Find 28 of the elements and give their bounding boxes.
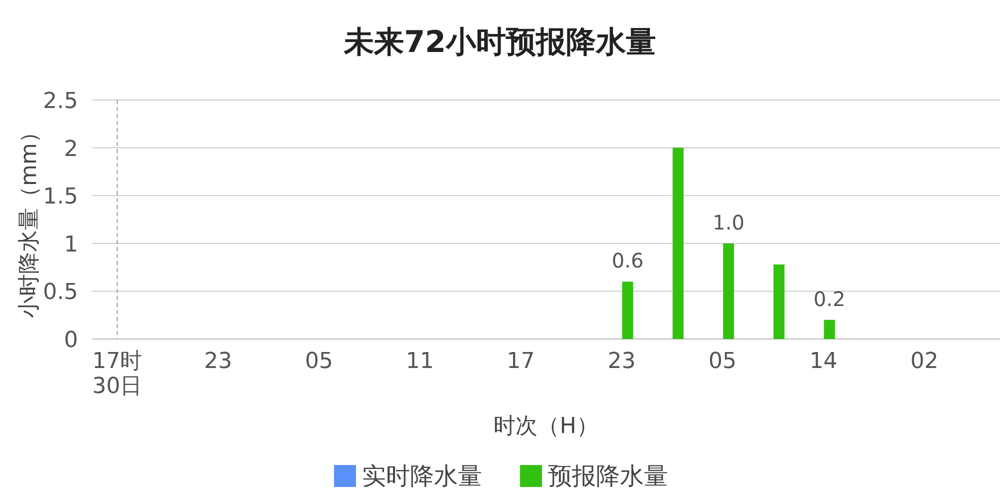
x-tick-label: 17 — [506, 349, 535, 374]
y-axis-title: 小时降水量（mm） — [17, 121, 42, 318]
data-label: 1.0 — [712, 210, 744, 234]
y-tick-label: 0.5 — [43, 280, 78, 306]
data-label: 0.6 — [612, 248, 644, 273]
chart-title: 未来72小时预报降水量 — [343, 25, 656, 60]
bar — [774, 264, 784, 339]
y-tick-label: 1 — [64, 232, 78, 258]
x-tick-label: 23 — [608, 349, 636, 374]
bar — [824, 320, 835, 339]
x-axis-title: 时次（H） — [494, 414, 598, 439]
x-tick-label: 17时 30日 — [92, 349, 142, 399]
y-tick-label: 2 — [64, 136, 78, 162]
x-tick-label: 02 — [910, 349, 938, 374]
x-tick-label: 23 — [204, 349, 232, 374]
bar — [723, 243, 734, 339]
data-label: 0.2 — [814, 286, 846, 311]
x-tick-label: 05 — [708, 349, 737, 374]
y-tick-label: 1.5 — [43, 184, 78, 210]
legend-label: 预报降水量 — [548, 462, 668, 490]
x-tick-label: 05 — [305, 349, 333, 374]
legend-label: 实时降水量 — [362, 462, 482, 490]
bar — [622, 282, 634, 339]
y-tick-label: 2.5 — [43, 89, 78, 114]
bar — [672, 148, 684, 339]
y-tick-label: 0 — [64, 328, 78, 353]
x-tick-label: 11 — [406, 349, 434, 374]
x-tick-label: 14 — [809, 349, 838, 374]
